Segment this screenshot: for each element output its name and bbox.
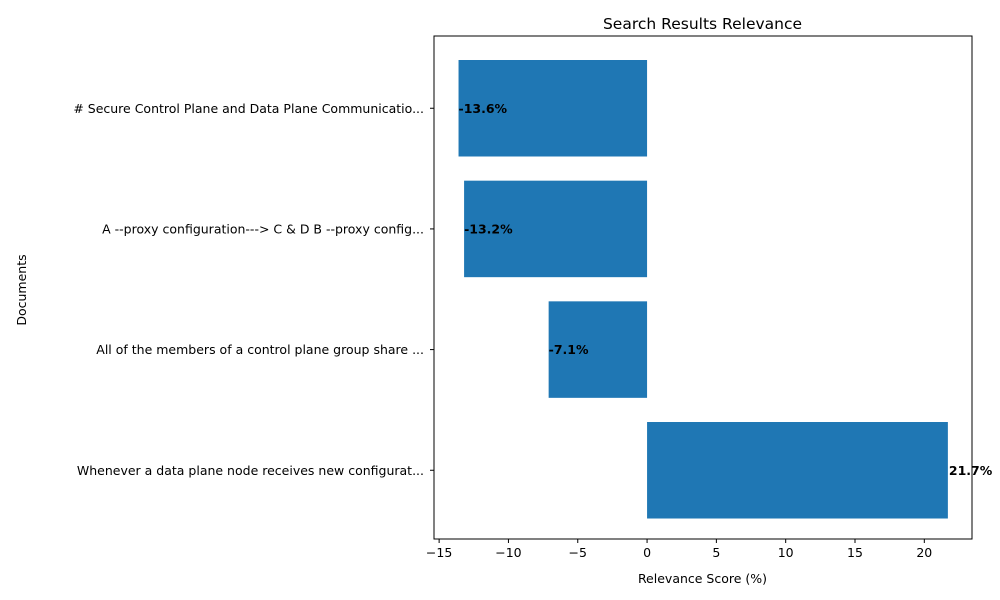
chart-title: Search Results Relevance bbox=[603, 15, 802, 33]
x-tick-label: 0 bbox=[643, 545, 651, 560]
data-label: -13.2% bbox=[464, 221, 513, 236]
x-tick-label: −15 bbox=[426, 545, 452, 560]
x-tick-label: −5 bbox=[569, 545, 587, 560]
y-tick-label: Whenever a data plane node receives new … bbox=[77, 463, 424, 478]
data-label: -7.1% bbox=[549, 342, 589, 357]
bar bbox=[647, 422, 948, 519]
x-tick-label: 20 bbox=[916, 545, 932, 560]
axes-layer: −15 −10 −5 0 5 10 15 20 # Secure Control Plane a… bbox=[73, 35, 973, 560]
x-tick-label: 15 bbox=[847, 545, 863, 560]
y-tick-label: # Secure Control Plane and Data Plane Co… bbox=[73, 101, 424, 116]
bars-layer bbox=[458, 60, 948, 519]
x-tick-label: 10 bbox=[778, 545, 794, 560]
y-tick-label: A --proxy configuration---> C & D B --pr… bbox=[102, 221, 424, 236]
x-tick-label: 5 bbox=[712, 545, 720, 560]
bar bbox=[548, 301, 648, 398]
plot-frame bbox=[433, 35, 973, 540]
y-tick-label: All of the members of a control plane gr… bbox=[96, 342, 424, 357]
data-label: 21.7% bbox=[949, 463, 993, 478]
x-axis-label: Relevance Score (%) bbox=[638, 571, 767, 586]
x-tick-label: −10 bbox=[495, 545, 521, 560]
data-labels-layer: -13.6% -13.2% -7.1% 21.7% bbox=[459, 101, 993, 478]
data-label: -13.6% bbox=[459, 101, 508, 116]
bar bbox=[464, 180, 648, 278]
y-axis-label: Documents bbox=[14, 254, 29, 325]
bar bbox=[458, 60, 648, 157]
